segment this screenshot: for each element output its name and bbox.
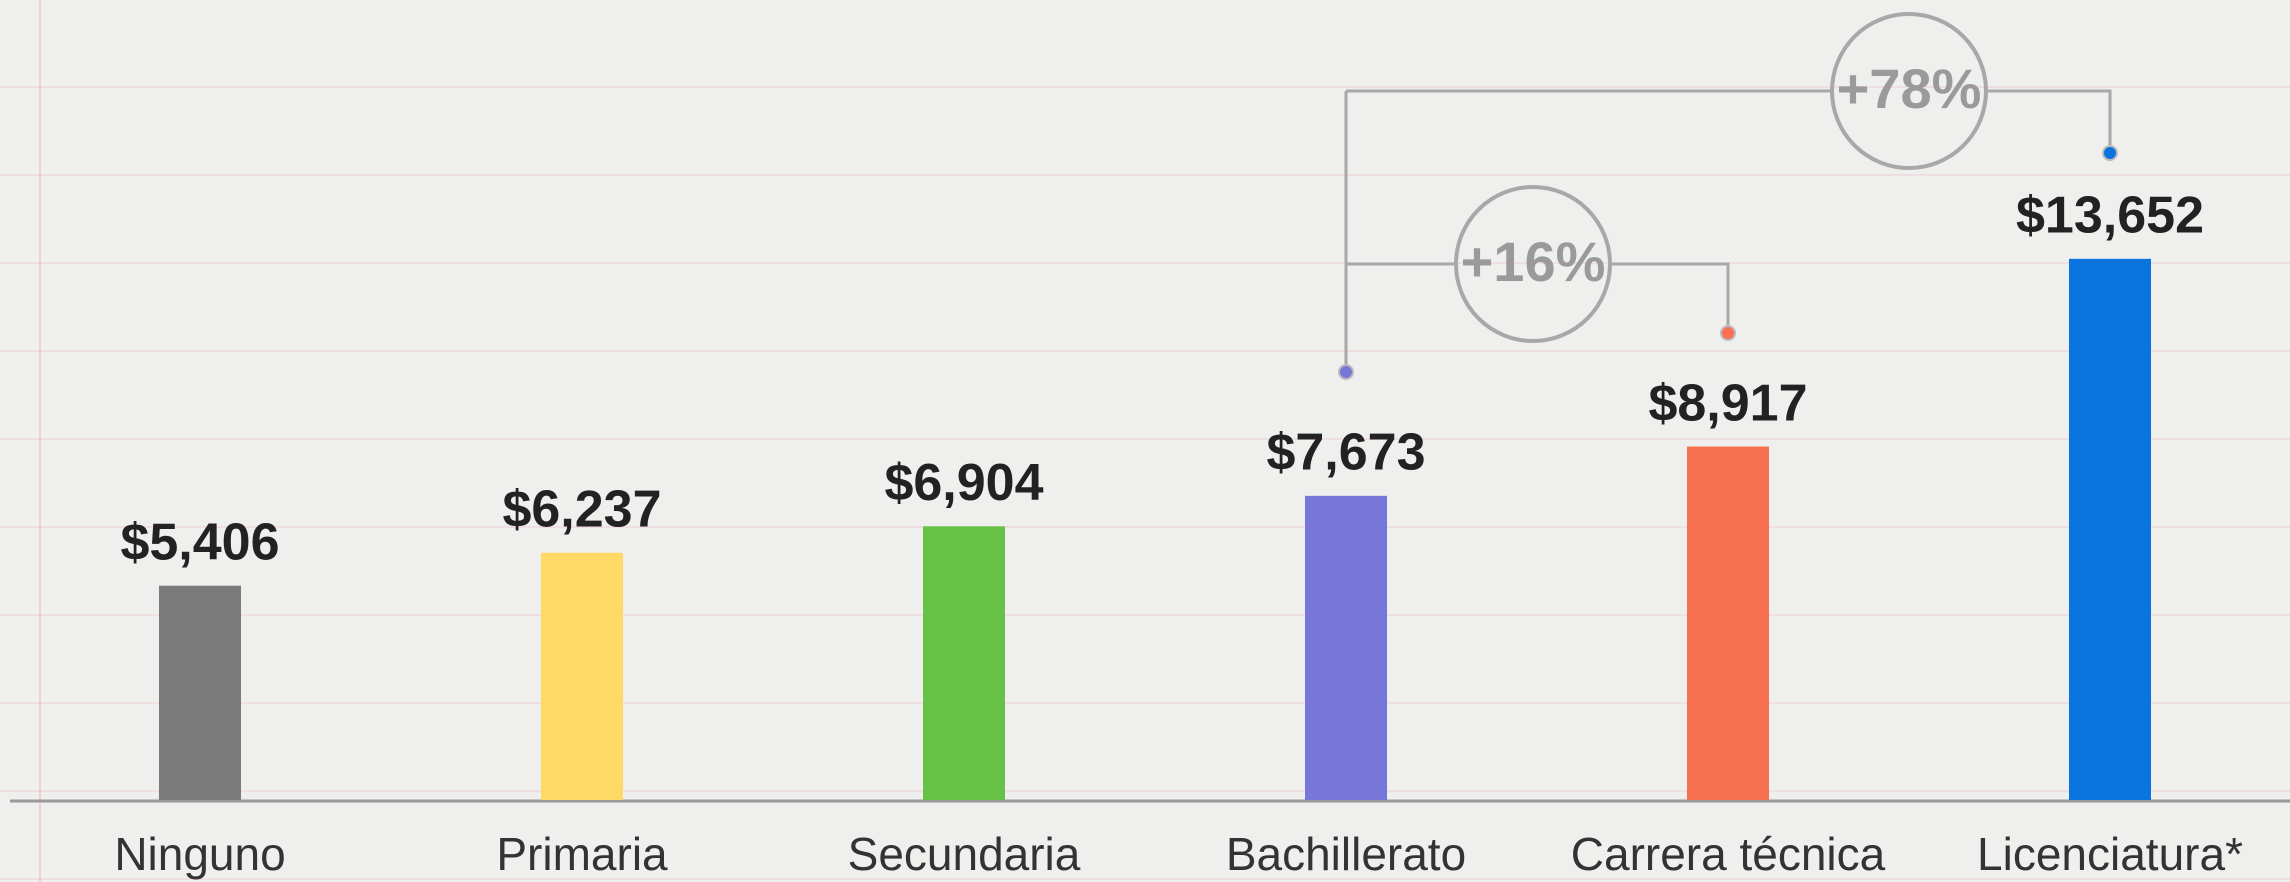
x-tick-label: Primaria <box>496 828 668 880</box>
value-label: $7,673 <box>1266 424 1425 482</box>
value-label: $5,406 <box>120 513 279 571</box>
bracket-line <box>1986 89 2112 153</box>
x-tick-label: Ninguno <box>114 828 285 880</box>
bar <box>2069 258 2151 800</box>
bar <box>923 526 1005 800</box>
x-tick-label: Secundaria <box>848 828 1081 880</box>
x-tick-label: Carrera técnica <box>1571 828 1886 880</box>
badge <box>1830 12 1988 170</box>
dot <box>1720 325 1736 341</box>
bracket-line <box>1610 262 1730 333</box>
badge <box>1454 185 1612 343</box>
annotation: +16% <box>1461 230 1606 293</box>
bar <box>159 585 241 800</box>
value-label: $13,652 <box>2016 187 2204 245</box>
annotation: +78% <box>1837 57 1982 120</box>
value-label: $6,904 <box>884 454 1043 512</box>
bar <box>1687 446 1769 800</box>
dot <box>1338 364 1354 380</box>
value-label: $6,237 <box>502 480 661 538</box>
dot <box>2102 145 2118 161</box>
value-label: $8,917 <box>1648 374 1807 432</box>
x-tick-label: Licenciatura* <box>1977 828 2243 880</box>
x-tick-label: Bachillerato <box>1226 828 1466 880</box>
bar <box>541 552 623 800</box>
bar <box>1305 495 1387 800</box>
